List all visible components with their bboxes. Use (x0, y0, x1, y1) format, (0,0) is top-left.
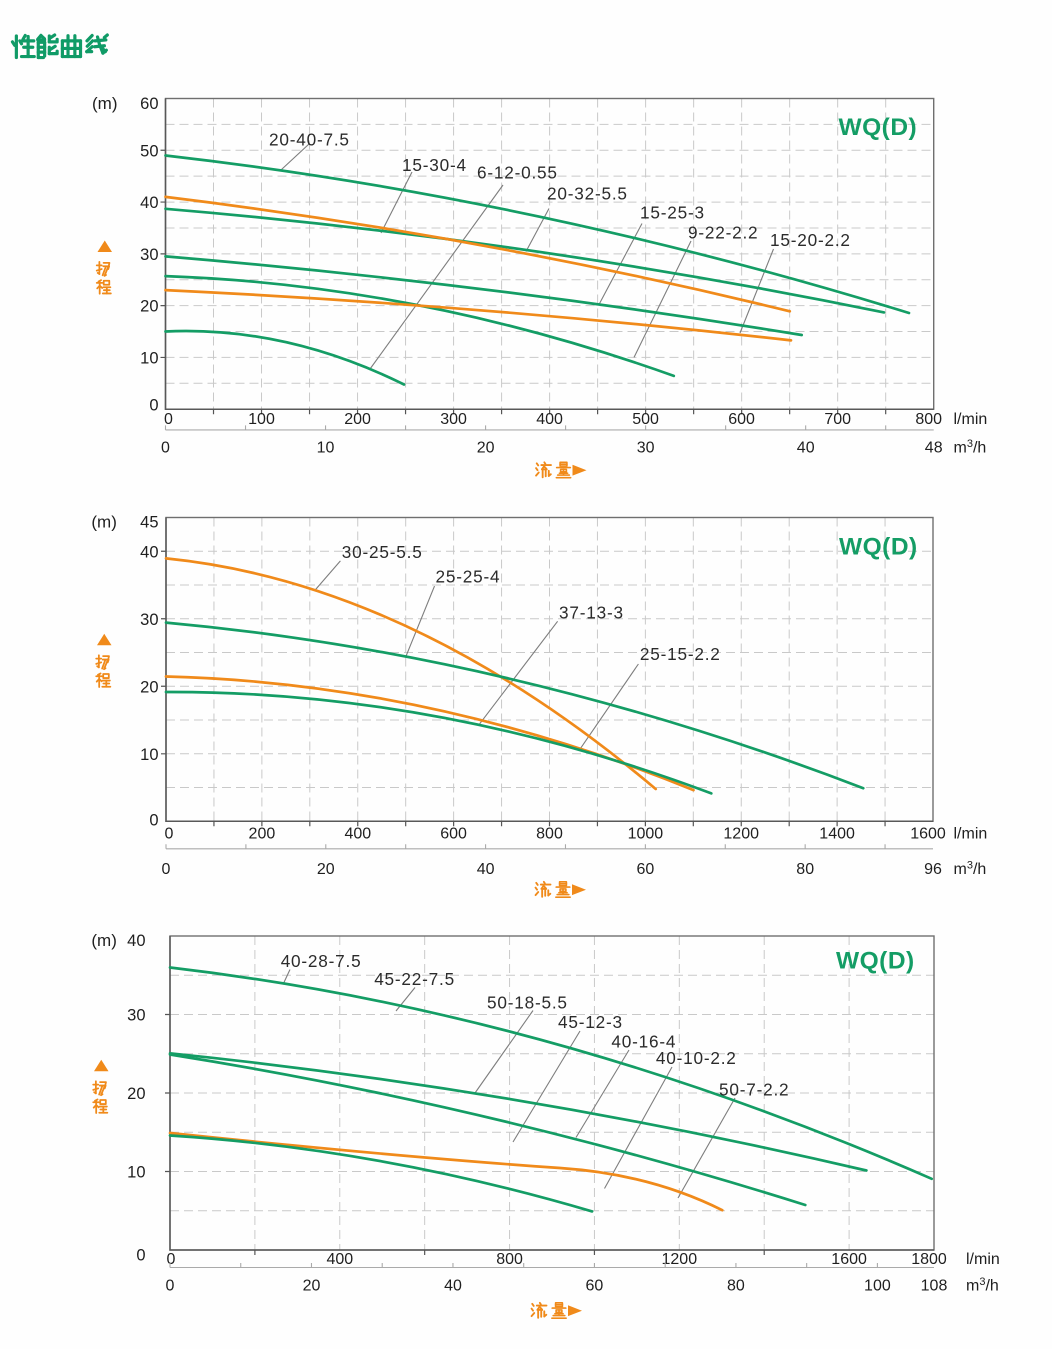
svg-text:WQ(D): WQ(D) (839, 534, 918, 561)
svg-text:37-13-3: 37-13-3 (559, 603, 624, 623)
svg-text:700: 700 (824, 411, 851, 428)
svg-text:(m): (m) (91, 931, 116, 950)
svg-text:10: 10 (317, 439, 335, 456)
svg-text:l/min: l/min (954, 826, 988, 843)
svg-text:20: 20 (140, 298, 158, 316)
svg-text:0: 0 (149, 397, 158, 415)
svg-text:40: 40 (477, 861, 495, 878)
svg-text:600: 600 (728, 411, 755, 428)
svg-text:50: 50 (140, 142, 158, 160)
svg-text:400: 400 (326, 1251, 353, 1268)
svg-text:40: 40 (797, 439, 815, 456)
svg-text:300: 300 (440, 411, 467, 428)
svg-text:20: 20 (477, 439, 495, 456)
svg-text:108: 108 (921, 1278, 948, 1295)
svg-text:200: 200 (249, 826, 276, 843)
svg-text:500: 500 (632, 411, 659, 428)
svg-text:50-18-5.5: 50-18-5.5 (487, 993, 568, 1013)
svg-text:l/min: l/min (954, 411, 988, 428)
svg-text:m3/h: m3/h (954, 438, 987, 457)
svg-text:200: 200 (344, 411, 371, 428)
svg-text:40: 40 (140, 543, 158, 561)
svg-text:10: 10 (127, 1164, 145, 1182)
svg-text:20: 20 (127, 1085, 145, 1103)
svg-text:60: 60 (637, 861, 655, 878)
svg-text:400: 400 (344, 826, 371, 843)
svg-text:100: 100 (864, 1278, 891, 1295)
svg-text:0: 0 (166, 1278, 175, 1295)
svg-text:15-25-3: 15-25-3 (640, 203, 705, 223)
svg-text:9-22-2.2: 9-22-2.2 (688, 223, 758, 243)
svg-text:100: 100 (248, 411, 275, 428)
svg-text:1600: 1600 (831, 1251, 867, 1268)
svg-text:1000: 1000 (628, 826, 664, 843)
svg-text:0: 0 (161, 439, 170, 456)
svg-text:400: 400 (536, 411, 563, 428)
svg-text:(m): (m) (91, 512, 116, 531)
svg-text:96: 96 (924, 861, 942, 878)
svg-text:1200: 1200 (723, 826, 759, 843)
svg-text:m3/h: m3/h (954, 860, 987, 879)
svg-text:1400: 1400 (819, 826, 855, 843)
svg-text:0: 0 (136, 1247, 145, 1265)
svg-text:30: 30 (140, 611, 158, 629)
svg-text:80: 80 (727, 1278, 745, 1295)
svg-text:10: 10 (140, 349, 158, 367)
svg-text:45-12-3: 45-12-3 (558, 1012, 623, 1032)
svg-text:40-16-4: 40-16-4 (611, 1031, 676, 1051)
svg-text:40-10-2.2: 40-10-2.2 (656, 1048, 737, 1068)
svg-text:45-22-7.5: 45-22-7.5 (374, 969, 455, 989)
svg-text:1200: 1200 (662, 1251, 698, 1268)
svg-text:50-7-2.2: 50-7-2.2 (719, 1080, 789, 1100)
svg-text:40: 40 (140, 194, 158, 212)
svg-text:20-40-7.5: 20-40-7.5 (269, 130, 350, 150)
svg-text:(m): (m) (92, 94, 117, 113)
svg-text:800: 800 (496, 1251, 523, 1268)
svg-text:6-12-0.55: 6-12-0.55 (477, 163, 558, 183)
svg-text:0: 0 (162, 861, 171, 878)
svg-text:40: 40 (444, 1278, 462, 1295)
svg-text:40: 40 (127, 932, 145, 950)
svg-text:m3/h: m3/h (966, 1276, 999, 1295)
svg-text:48: 48 (925, 439, 943, 456)
svg-text:20: 20 (317, 861, 335, 878)
svg-text:0: 0 (165, 826, 174, 843)
svg-text:WQ(D): WQ(D) (836, 948, 915, 975)
svg-text:1800: 1800 (911, 1251, 947, 1268)
svg-text:60: 60 (140, 95, 158, 113)
svg-text:15-30-4: 15-30-4 (402, 155, 467, 175)
svg-text:40-28-7.5: 40-28-7.5 (281, 951, 362, 971)
svg-text:l/min: l/min (966, 1251, 1000, 1268)
svg-text:45: 45 (140, 514, 158, 532)
svg-text:0: 0 (164, 411, 173, 428)
svg-text:25-15-2.2: 25-15-2.2 (640, 644, 721, 664)
svg-text:60: 60 (586, 1278, 604, 1295)
svg-text:0: 0 (149, 811, 158, 829)
svg-text:WQ(D): WQ(D) (839, 114, 918, 141)
svg-text:15-20-2.2: 15-20-2.2 (770, 230, 851, 250)
svg-text:80: 80 (796, 861, 814, 878)
svg-text:20: 20 (140, 678, 158, 696)
svg-text:30: 30 (140, 246, 158, 264)
svg-text:20: 20 (303, 1278, 321, 1295)
svg-text:1600: 1600 (910, 826, 946, 843)
svg-text:600: 600 (440, 826, 467, 843)
svg-text:30-25-5.5: 30-25-5.5 (342, 542, 423, 562)
svg-text:30: 30 (637, 439, 655, 456)
svg-text:25-25-4: 25-25-4 (436, 567, 501, 587)
svg-text:20-32-5.5: 20-32-5.5 (547, 184, 628, 204)
svg-text:0: 0 (167, 1251, 176, 1268)
svg-text:800: 800 (536, 826, 563, 843)
svg-text:10: 10 (140, 746, 158, 764)
svg-text:800: 800 (915, 411, 942, 428)
svg-text:30: 30 (127, 1007, 145, 1025)
